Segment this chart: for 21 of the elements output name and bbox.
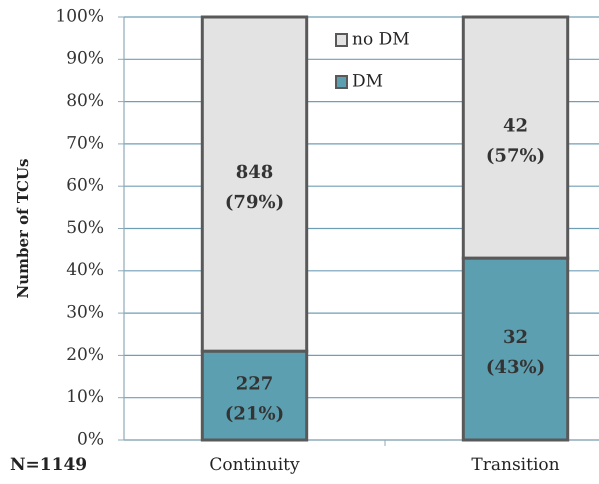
y-tick-label: 80% xyxy=(66,91,104,112)
y-tick-label: 60% xyxy=(66,176,104,196)
y-tick-label: 0% xyxy=(77,429,104,450)
y-axis-title: Number of TCUs xyxy=(14,158,32,298)
data-label: 32 (43%) xyxy=(486,326,546,378)
y-tick-label: 40% xyxy=(66,260,104,280)
y-tick-label: 100% xyxy=(55,6,104,26)
data-label: 42 (57%) xyxy=(486,115,546,166)
data-label: 848 (79%) xyxy=(224,162,284,213)
data-label: 227 (21%) xyxy=(224,373,284,424)
legend-label: DM xyxy=(352,71,384,92)
y-tick-label: 30% xyxy=(66,302,104,323)
x-tick-label: Transition xyxy=(471,455,560,475)
text: N=1149 xyxy=(10,455,88,475)
legend-label: no DM xyxy=(352,29,410,50)
y-tick-label: 10% xyxy=(66,387,104,408)
y-tick-label: 90% xyxy=(66,48,104,69)
x-tick-label: Continuity xyxy=(209,455,300,475)
y-tick-label: 50% xyxy=(66,218,104,238)
y-tick-label: 20% xyxy=(66,344,104,365)
y-tick-label: 70% xyxy=(66,133,104,154)
